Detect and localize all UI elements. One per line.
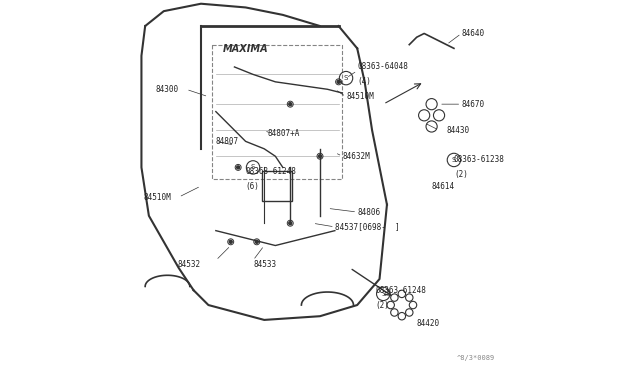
Circle shape xyxy=(289,103,292,106)
Text: 08363-61248: 08363-61248 xyxy=(376,286,427,295)
Text: (6): (6) xyxy=(246,182,259,190)
Text: 84533: 84533 xyxy=(253,260,276,269)
Text: (2): (2) xyxy=(376,301,390,310)
Text: S: S xyxy=(381,291,385,297)
Text: 84632M: 84632M xyxy=(342,152,370,161)
Text: 08363-61248: 08363-61248 xyxy=(246,167,296,176)
Text: 84420: 84420 xyxy=(417,319,440,328)
Text: 84670: 84670 xyxy=(461,100,484,109)
Circle shape xyxy=(289,222,292,225)
Bar xyxy=(262,171,292,201)
Text: 84532: 84532 xyxy=(178,260,201,269)
Circle shape xyxy=(319,155,321,158)
Circle shape xyxy=(255,240,259,243)
Text: 84300: 84300 xyxy=(156,85,179,94)
Text: 84510M: 84510M xyxy=(143,193,172,202)
Text: 08363-64048: 08363-64048 xyxy=(357,62,408,71)
Text: 08363-61238: 08363-61238 xyxy=(454,155,505,164)
Text: 84806: 84806 xyxy=(357,208,380,217)
Text: 84807+A: 84807+A xyxy=(268,129,300,138)
Text: ^8/3*0089: ^8/3*0089 xyxy=(456,355,495,361)
Text: 84430: 84430 xyxy=(447,126,470,135)
Circle shape xyxy=(237,166,239,169)
Text: (4): (4) xyxy=(357,77,371,86)
Text: (2): (2) xyxy=(454,170,468,179)
Text: 84614: 84614 xyxy=(431,182,455,190)
Text: S: S xyxy=(251,164,255,170)
Text: 84510M: 84510M xyxy=(346,92,374,101)
Text: MAXIMA: MAXIMA xyxy=(223,44,268,54)
Text: 84807: 84807 xyxy=(216,137,239,146)
Text: S: S xyxy=(452,157,456,163)
Circle shape xyxy=(229,240,232,243)
Circle shape xyxy=(337,80,340,83)
Text: 84537[0698-  ]: 84537[0698- ] xyxy=(335,222,399,231)
Text: 84640: 84640 xyxy=(461,29,484,38)
Text: S: S xyxy=(344,75,348,81)
